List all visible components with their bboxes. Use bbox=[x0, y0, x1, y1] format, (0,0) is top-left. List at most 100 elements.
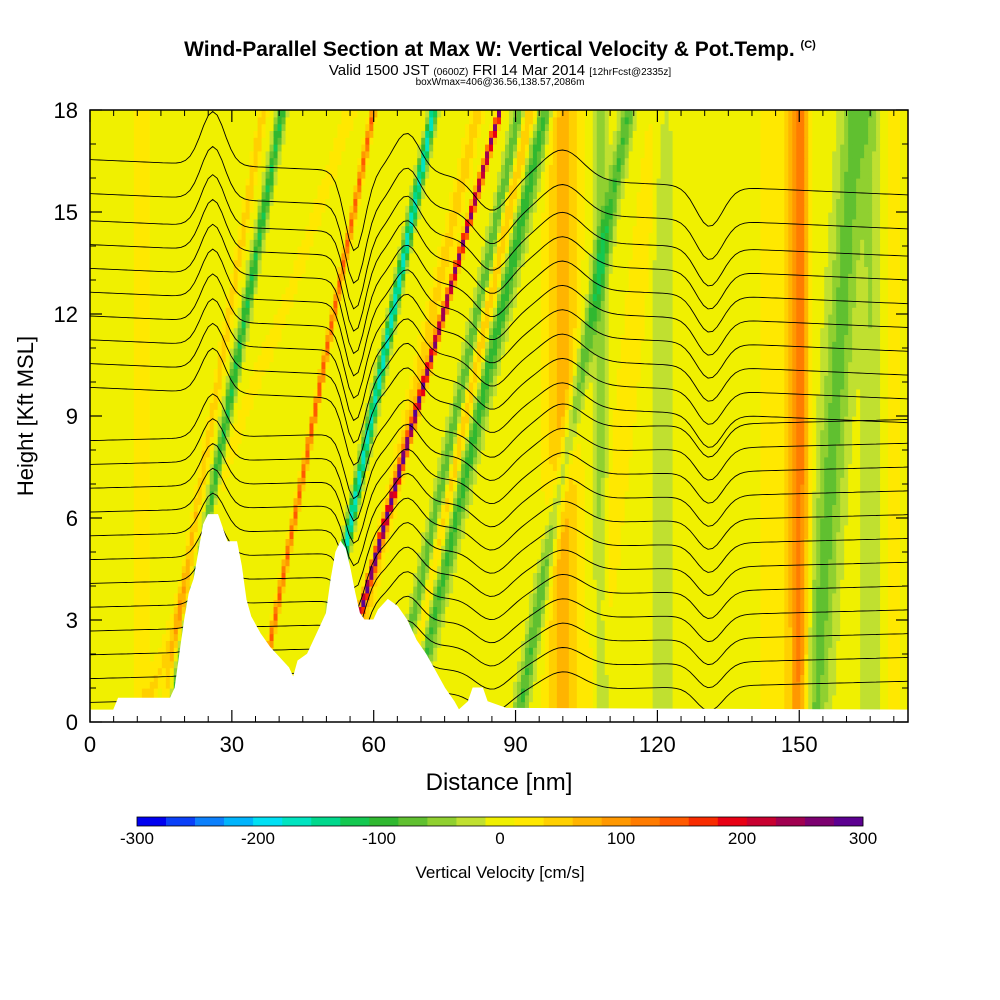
velocity-cell bbox=[301, 552, 307, 560]
velocity-cell bbox=[604, 674, 610, 682]
velocity-cell bbox=[612, 633, 618, 641]
velocity-cell bbox=[481, 681, 486, 689]
velocity-cell bbox=[461, 654, 466, 662]
velocity-cell bbox=[808, 626, 813, 635]
velocity-cell bbox=[728, 667, 734, 675]
velocity-cell bbox=[804, 586, 809, 594]
velocity-cell bbox=[572, 579, 578, 587]
velocity-cell bbox=[281, 552, 287, 560]
velocity-cell bbox=[109, 667, 115, 675]
velocity-cell bbox=[660, 599, 666, 607]
velocity-cell bbox=[868, 681, 873, 689]
velocity-cell bbox=[636, 647, 642, 655]
velocity-cell bbox=[497, 633, 502, 641]
velocity-cell bbox=[608, 572, 614, 580]
velocity-cell bbox=[309, 558, 315, 567]
velocity-cell bbox=[748, 565, 753, 573]
velocity-cell bbox=[876, 606, 881, 614]
velocity-cell bbox=[133, 667, 139, 675]
velocity-cell bbox=[688, 579, 694, 587]
velocity-cell bbox=[429, 654, 434, 662]
velocity-cell bbox=[269, 620, 275, 628]
velocity-cell bbox=[560, 667, 566, 675]
velocity-cell bbox=[393, 586, 398, 594]
velocity-cell bbox=[836, 647, 841, 655]
velocity-cell bbox=[109, 599, 115, 607]
velocity-cell bbox=[704, 688, 710, 696]
velocity-cell bbox=[752, 606, 757, 614]
velocity-cell bbox=[604, 694, 610, 703]
velocity-cell bbox=[169, 586, 175, 594]
velocity-cell bbox=[485, 667, 490, 675]
velocity-cell bbox=[564, 647, 570, 655]
velocity-cell bbox=[612, 606, 618, 614]
velocity-cell bbox=[105, 647, 111, 655]
velocity-cell bbox=[524, 558, 530, 567]
velocity-cell bbox=[157, 565, 163, 573]
velocity-cell bbox=[540, 674, 546, 682]
velocity-cell bbox=[560, 688, 566, 696]
velocity-cell bbox=[532, 558, 538, 567]
velocity-cell bbox=[165, 592, 171, 601]
velocity-cell bbox=[441, 620, 446, 628]
velocity-cell bbox=[421, 558, 426, 567]
velocity-cell bbox=[604, 613, 610, 621]
velocity-cell bbox=[640, 694, 646, 703]
velocity-cell bbox=[740, 674, 745, 682]
velocity-cell bbox=[616, 558, 622, 567]
velocity-cell bbox=[564, 592, 570, 601]
velocity-cell bbox=[752, 558, 757, 567]
velocity-cell bbox=[512, 654, 518, 662]
velocity-cell bbox=[832, 640, 837, 648]
velocity-cell bbox=[265, 565, 271, 573]
velocity-cell bbox=[792, 667, 797, 675]
velocity-cell bbox=[672, 681, 678, 689]
velocity-cell bbox=[265, 613, 271, 621]
velocity-cell bbox=[684, 674, 690, 682]
velocity-cell bbox=[612, 674, 618, 682]
velocity-cell bbox=[712, 606, 718, 614]
velocity-cell bbox=[748, 599, 753, 607]
velocity-cell bbox=[584, 681, 590, 689]
velocity-cell bbox=[808, 694, 813, 703]
velocity-cell bbox=[536, 694, 542, 703]
velocity-cell bbox=[608, 640, 614, 648]
velocity-cell bbox=[532, 633, 538, 641]
velocity-cell bbox=[584, 654, 590, 662]
velocity-cell bbox=[640, 620, 646, 628]
velocity-cell bbox=[269, 565, 275, 573]
velocity-cell bbox=[564, 681, 570, 689]
velocity-cell bbox=[856, 640, 861, 648]
velocity-cell bbox=[497, 572, 502, 580]
velocity-cell bbox=[109, 660, 115, 669]
velocity-cell bbox=[576, 701, 582, 709]
velocity-cell bbox=[872, 558, 877, 567]
velocity-cell bbox=[560, 660, 566, 669]
velocity-cell bbox=[792, 681, 797, 689]
velocity-cell bbox=[556, 667, 562, 675]
velocity-cell bbox=[433, 579, 438, 587]
velocity-cell bbox=[393, 579, 398, 587]
velocity-cell bbox=[796, 647, 801, 655]
velocity-cell bbox=[808, 592, 813, 601]
velocity-cell bbox=[441, 660, 446, 669]
velocity-cell bbox=[325, 592, 331, 601]
velocity-cell bbox=[868, 660, 873, 669]
velocity-cell bbox=[828, 667, 833, 675]
velocity-cell bbox=[732, 572, 738, 580]
velocity-cell bbox=[449, 586, 454, 594]
velocity-cell bbox=[596, 688, 602, 696]
velocity-cell bbox=[369, 558, 374, 567]
velocity-cell bbox=[405, 558, 410, 567]
velocity-cell bbox=[824, 626, 829, 635]
velocity-cell bbox=[836, 633, 841, 641]
velocity-cell bbox=[409, 572, 414, 580]
velocity-cell bbox=[756, 654, 761, 662]
velocity-cell bbox=[724, 613, 730, 621]
velocity-cell bbox=[425, 579, 430, 587]
velocity-cell bbox=[864, 586, 869, 594]
velocity-cell bbox=[864, 674, 869, 682]
velocity-cell bbox=[501, 660, 506, 669]
velocity-cell bbox=[473, 620, 478, 628]
velocity-cell bbox=[289, 640, 295, 648]
